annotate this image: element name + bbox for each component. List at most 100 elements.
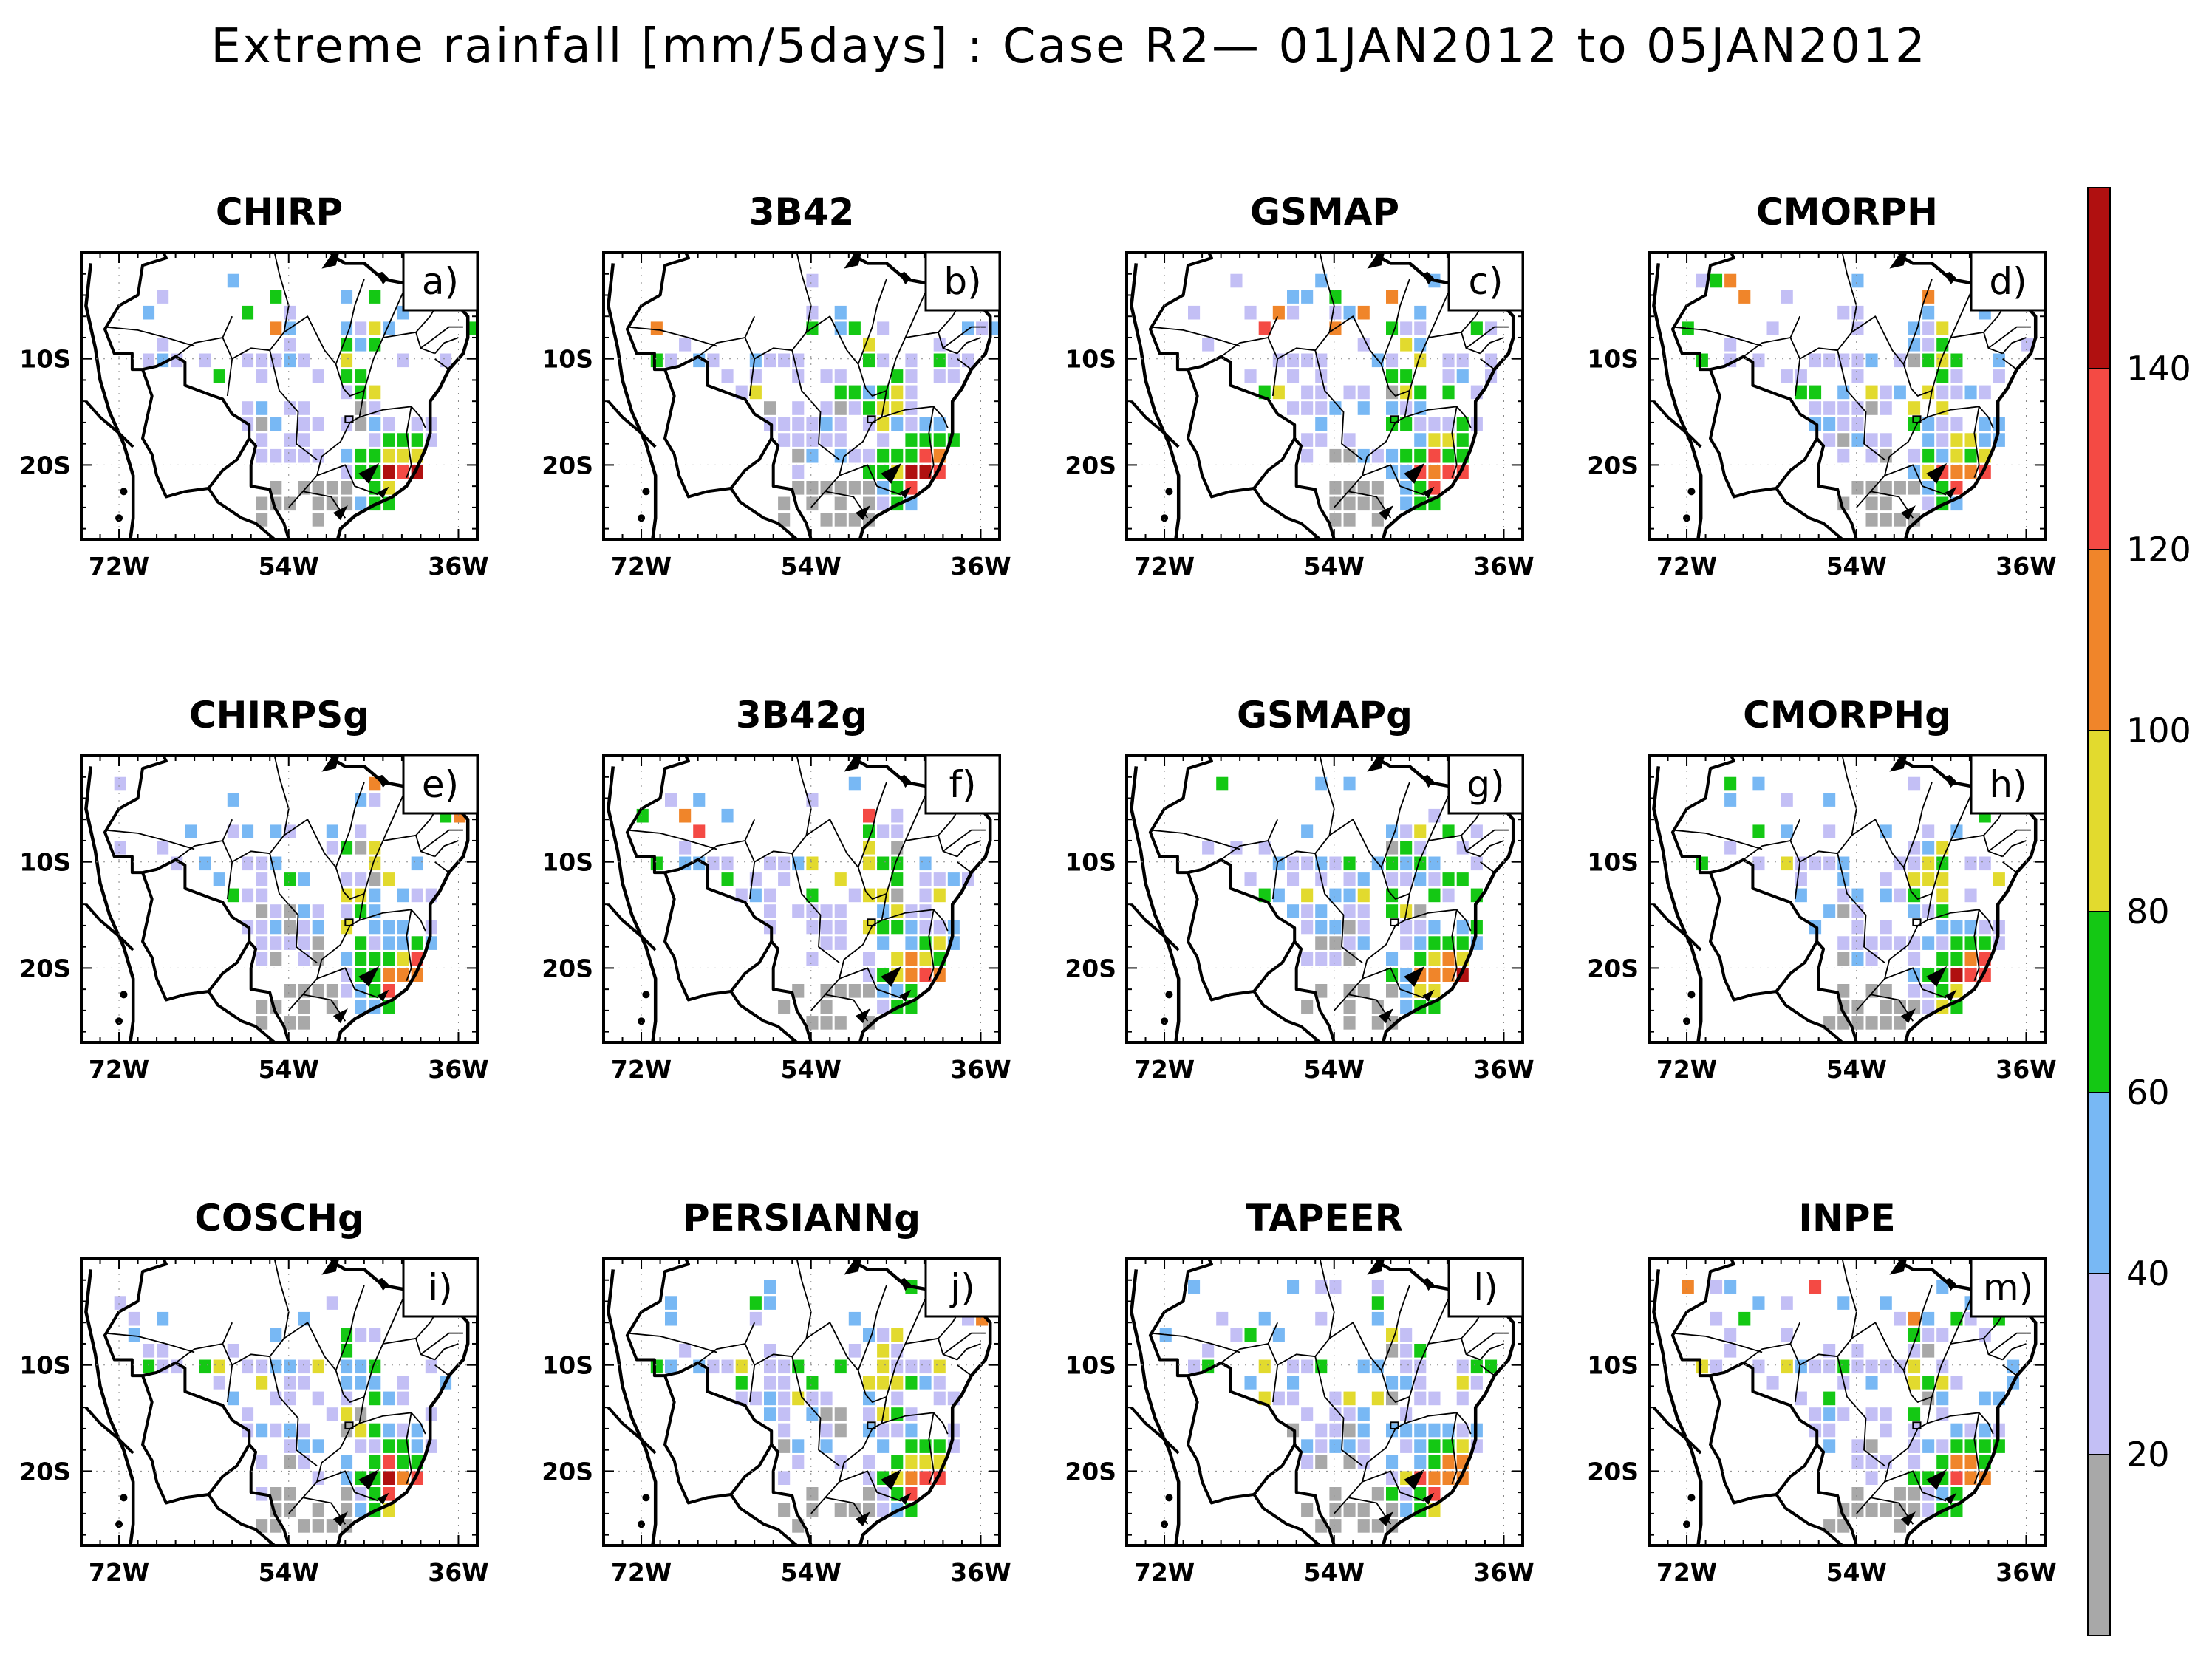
rainfall-cell bbox=[1908, 872, 1921, 886]
rainfall-cell bbox=[468, 321, 477, 335]
terrain-mark bbox=[881, 1469, 902, 1490]
rainfall-cell bbox=[905, 465, 918, 479]
state-border bbox=[957, 861, 972, 873]
lon-tick-label: 54W bbox=[1304, 552, 1365, 581]
rainfall-cell bbox=[905, 1407, 918, 1421]
rainfall-cell bbox=[256, 1000, 268, 1014]
rainfall-cell bbox=[1343, 856, 1356, 871]
rainfall-cell bbox=[1964, 448, 1977, 463]
rainfall-cell bbox=[764, 1280, 776, 1294]
rainfall-cell bbox=[1301, 1439, 1314, 1453]
lon-tick-label: 54W bbox=[1826, 552, 1887, 581]
rainfall-cell bbox=[1908, 936, 1921, 950]
rainfall-cell bbox=[933, 1359, 946, 1374]
map-feature-dot bbox=[1758, 736, 1766, 743]
rainfall-cell bbox=[312, 1359, 324, 1374]
colorbar-label: 40 bbox=[2126, 1254, 2170, 1294]
rainfall-cell bbox=[1766, 1376, 1779, 1390]
rainfall-cell bbox=[1329, 1503, 1342, 1517]
rainfall-cell bbox=[355, 338, 367, 352]
rainfall-cell bbox=[355, 448, 367, 463]
rainfall-cell bbox=[397, 465, 409, 479]
rainfall-cell bbox=[905, 1423, 918, 1438]
rainfall-cell bbox=[933, 936, 946, 950]
rainfall-cell bbox=[679, 338, 692, 352]
map-feature-dot bbox=[1683, 514, 1691, 522]
rainfall-cell bbox=[1456, 1423, 1469, 1438]
lon-tick-label: 72W bbox=[611, 1558, 672, 1587]
rainfall-cell bbox=[284, 984, 296, 998]
rainfall-cell bbox=[411, 417, 423, 431]
rainfall-cell bbox=[1329, 888, 1342, 903]
rainfall-cell bbox=[806, 920, 819, 935]
rainfall-cell bbox=[1301, 920, 1314, 935]
rainfall-cell bbox=[863, 401, 875, 415]
rainfall-cell bbox=[1357, 872, 1370, 886]
rainfall-cell bbox=[1908, 776, 1921, 791]
state-border bbox=[1789, 1322, 1933, 1514]
rainfall-cell bbox=[1485, 353, 1498, 368]
rainfall-cell bbox=[411, 433, 423, 447]
lat-tick-label: 20S bbox=[1587, 1457, 1639, 1486]
state-border bbox=[1428, 1337, 1481, 1361]
rainfall-cell bbox=[665, 1296, 677, 1310]
rainfall-cell bbox=[863, 1503, 875, 1517]
rainfall-cell bbox=[383, 872, 395, 886]
rainfall-cell bbox=[369, 385, 381, 400]
map-feature-dot bbox=[1165, 488, 1173, 496]
rainfall-cell bbox=[1414, 824, 1427, 838]
river-line bbox=[1672, 1332, 1763, 1353]
rainfall-cell bbox=[1414, 1391, 1427, 1406]
rainfall-cell bbox=[1781, 1328, 1793, 1342]
rainfall-cell bbox=[242, 1407, 254, 1421]
rainfall-cell bbox=[341, 904, 353, 918]
rainfall-cell bbox=[1880, 920, 1892, 935]
rainfall-cell bbox=[1851, 481, 1864, 495]
rainfall-cell bbox=[1301, 1503, 1314, 1517]
rainfall-cell bbox=[1315, 273, 1328, 288]
rainfall-cell bbox=[1936, 385, 1949, 400]
state-border bbox=[2002, 1364, 2018, 1376]
rainfall-cell bbox=[764, 1391, 776, 1406]
rainfall-cell bbox=[1936, 888, 1949, 903]
rainfall-cell bbox=[1922, 496, 1935, 511]
rainfall-cell bbox=[369, 936, 381, 950]
rainfall-cell bbox=[1964, 888, 1977, 903]
country-border bbox=[103, 1259, 290, 1545]
rainfall-cell bbox=[1343, 496, 1356, 511]
map-feature-dot bbox=[1387, 739, 1394, 747]
rainfall-cell bbox=[1301, 401, 1314, 415]
rainfall-cell bbox=[1287, 369, 1300, 383]
rainfall-cell bbox=[905, 401, 918, 415]
rainfall-cell bbox=[1371, 1016, 1384, 1030]
rainfall-cell bbox=[397, 1391, 409, 1406]
rainfall-cell bbox=[355, 952, 367, 966]
rainfall-cell bbox=[806, 305, 819, 320]
rainfall-cell bbox=[1301, 353, 1314, 368]
rainfall-cell bbox=[1710, 1311, 1723, 1326]
map-feature-dot bbox=[120, 991, 128, 999]
rainfall-cell bbox=[270, 1423, 282, 1438]
rainfall-cell bbox=[863, 808, 875, 823]
panel-letter-box bbox=[402, 754, 479, 815]
state-border bbox=[1480, 358, 1495, 370]
rainfall-cell bbox=[863, 448, 875, 463]
terrain-mark bbox=[1926, 966, 1948, 987]
rainfall-cell bbox=[1414, 872, 1427, 886]
panel-title: CMORPHg bbox=[1743, 694, 1951, 737]
rainfall-cell bbox=[1315, 1311, 1328, 1326]
rainfall-cell bbox=[1456, 872, 1469, 886]
rainfall-cell bbox=[284, 1503, 296, 1517]
map-feature-dot bbox=[642, 991, 650, 999]
rainfall-cell bbox=[1386, 952, 1399, 966]
rainfall-cell bbox=[877, 1344, 890, 1358]
rainfall-cell bbox=[1386, 872, 1399, 886]
rainfall-cell bbox=[1485, 1359, 1498, 1374]
country-border bbox=[625, 1259, 813, 1545]
lon-tick-label: 54W bbox=[781, 552, 842, 581]
rainfall-cells bbox=[1682, 273, 2034, 527]
rainfall-cell bbox=[256, 1519, 268, 1533]
terrain-mark bbox=[1404, 1469, 1425, 1490]
rainfall-cell bbox=[270, 448, 282, 463]
rainfall-cell bbox=[411, 1423, 423, 1438]
